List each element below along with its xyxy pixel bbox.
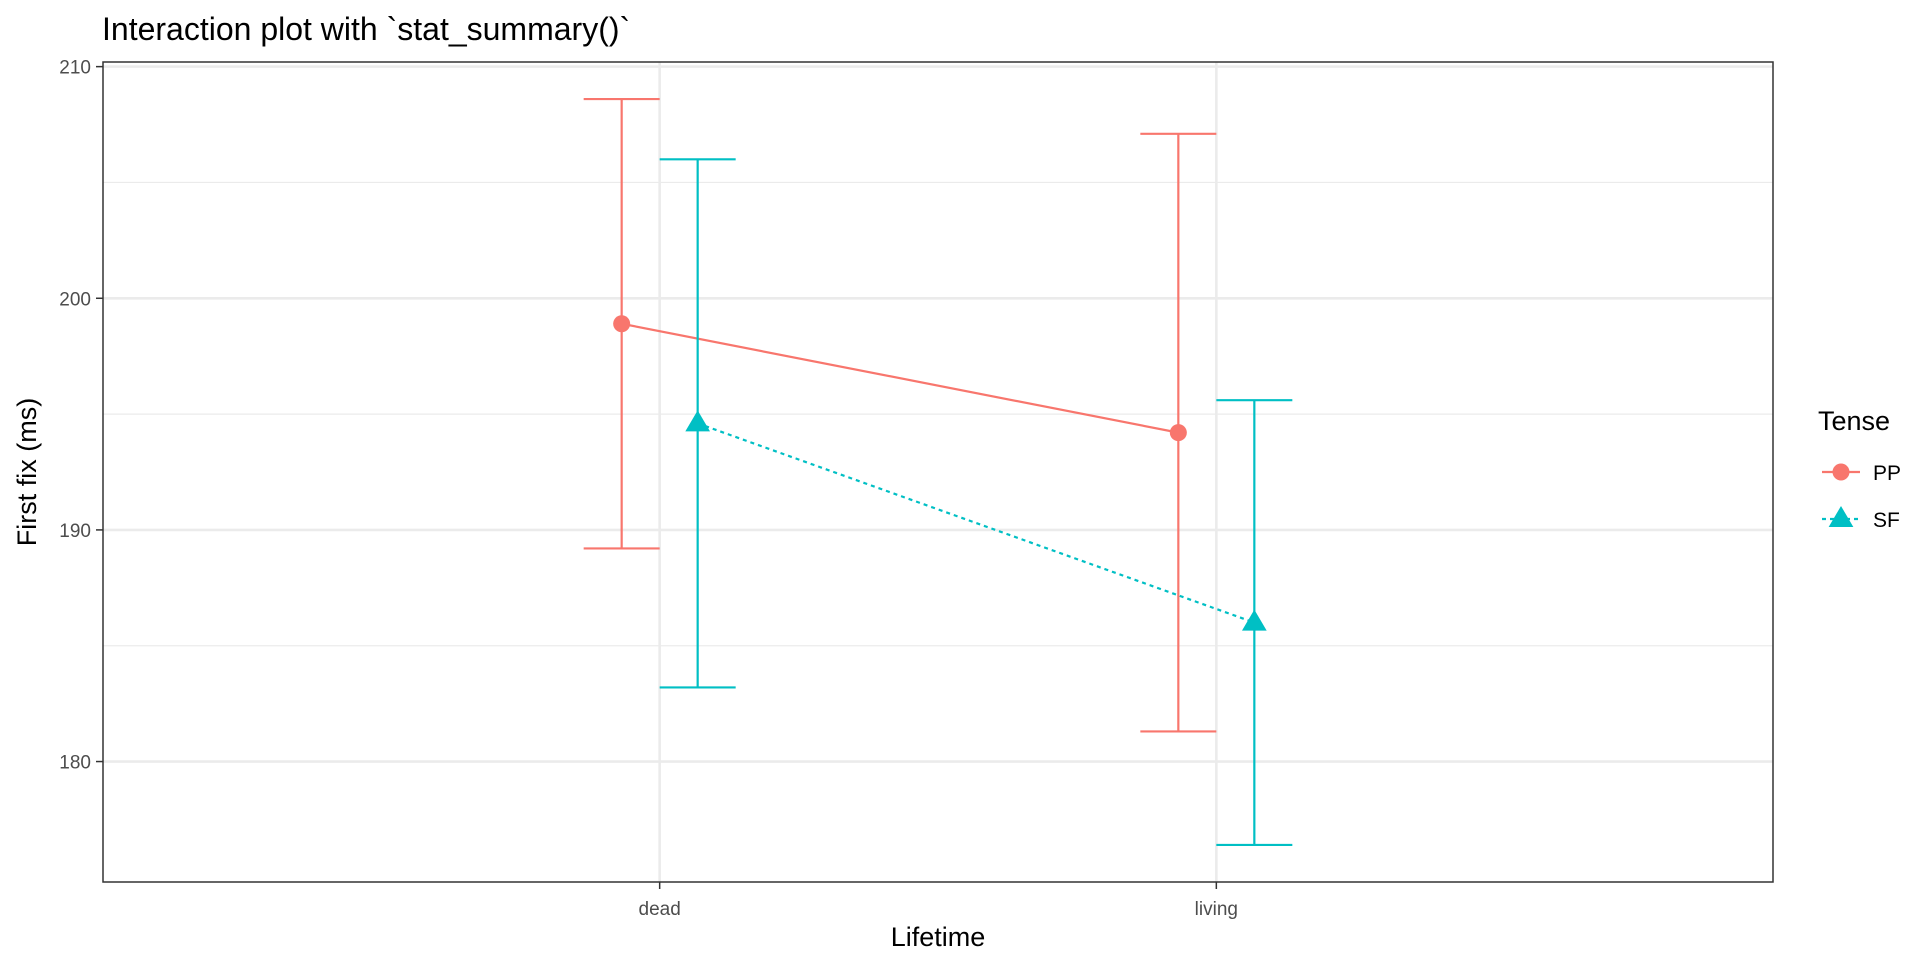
grid [103, 62, 1773, 882]
point-sf [685, 410, 711, 432]
y-tick-label: 200 [59, 289, 91, 310]
legend-key-marker-pp [1832, 463, 1850, 481]
x-tick-label: dead [639, 899, 681, 920]
legend-key-marker-sf [1828, 506, 1854, 528]
plot-panel [103, 62, 1773, 882]
series-line-sf [697, 422, 1255, 624]
x-tick-label: living [1195, 899, 1238, 920]
y-tick-label: 180 [59, 753, 91, 774]
point-sf [1241, 609, 1267, 631]
series-layer [583, 97, 1293, 847]
y-tick-label: 210 [59, 58, 91, 79]
plot-border [102, 61, 1774, 883]
y-axis-title: First fix (ms) [12, 398, 42, 546]
legend-label-pp: PP [1873, 462, 1901, 485]
point-pp [1169, 424, 1187, 442]
x-axis-title: Lifetime [891, 922, 986, 952]
chart-title: Interaction plot with `stat_summary()` [102, 11, 630, 47]
legend: Tense PP SF [1818, 406, 1901, 532]
series-line-pp [621, 322, 1179, 434]
axes: 180 190 200 210 dead living [59, 58, 1238, 920]
legend-title: Tense [1818, 406, 1890, 436]
y-tick-label: 190 [59, 521, 91, 542]
point-pp [613, 315, 631, 333]
legend-label-sf: SF [1873, 509, 1900, 532]
